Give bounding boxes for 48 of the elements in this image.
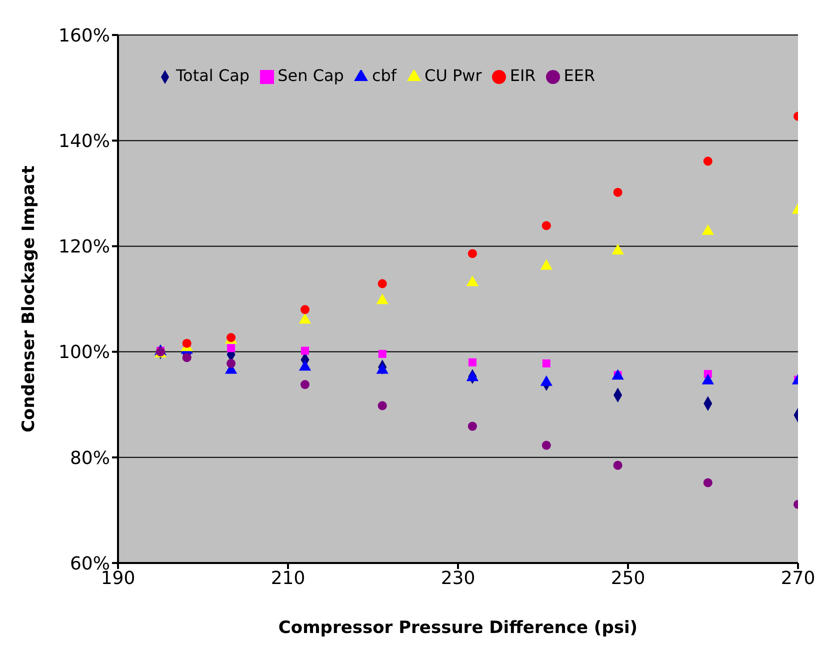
x-tick-label: 270 <box>780 568 816 589</box>
y-tick-label: 160% <box>58 25 110 46</box>
point <box>702 374 714 384</box>
point <box>466 370 479 382</box>
point <box>613 460 622 470</box>
point <box>703 156 712 166</box>
point <box>376 294 388 304</box>
point <box>298 360 312 371</box>
legend-label: cbf <box>372 66 397 85</box>
x-tick-label: 210 <box>270 568 306 589</box>
point <box>612 244 624 254</box>
point <box>542 221 551 230</box>
point <box>468 249 477 258</box>
point <box>376 363 388 374</box>
x-tick-label: 230 <box>440 568 476 589</box>
point <box>298 313 312 324</box>
point <box>468 422 477 431</box>
point <box>542 440 551 450</box>
y-tick-label: 100% <box>58 342 110 364</box>
point <box>378 350 386 358</box>
legend-label: EIR <box>510 66 536 85</box>
point <box>182 353 192 362</box>
point <box>378 279 387 288</box>
point <box>227 344 236 352</box>
point <box>703 478 712 488</box>
point <box>378 401 387 410</box>
legend-label: Sen Cap <box>278 66 344 85</box>
point <box>182 338 192 348</box>
legend-label: CU Pwr <box>424 66 482 85</box>
point <box>468 358 476 366</box>
point <box>613 188 622 197</box>
y-tick-label: 140% <box>58 130 110 152</box>
point <box>540 259 552 270</box>
point <box>300 380 310 390</box>
y-tick-label: 120% <box>58 236 110 258</box>
x-axis-title: Compressor Pressure Difference (psi) <box>278 618 638 638</box>
point <box>300 305 310 314</box>
point <box>226 358 236 368</box>
legend-label: EER <box>564 66 596 85</box>
x-tick-label: 250 <box>610 568 646 589</box>
point <box>702 224 714 235</box>
point <box>301 346 309 355</box>
point <box>540 375 552 386</box>
point <box>466 276 479 286</box>
point <box>542 359 550 368</box>
legend-label: Total Cap <box>176 66 250 85</box>
y-tick-label: 80% <box>70 448 110 469</box>
y-axis-title: Condenser Blockage Impact <box>19 166 40 432</box>
